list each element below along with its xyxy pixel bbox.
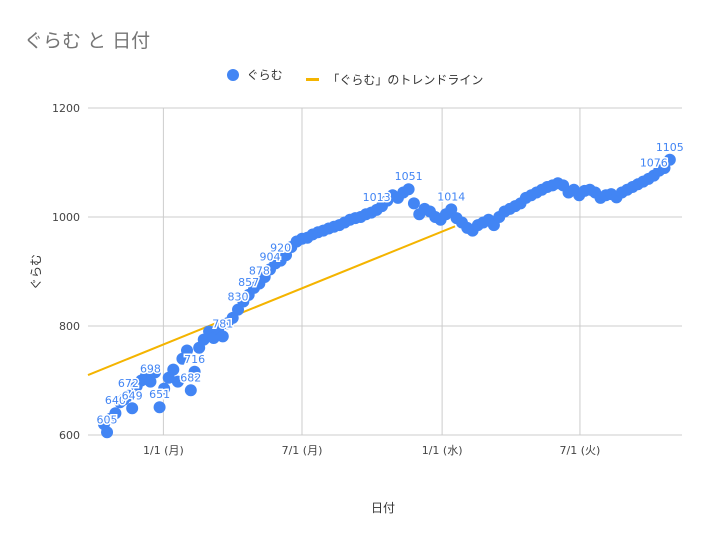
x-tick-labels: 1/1 (月) 7/1 (月) 1/1 (水) 7/1 (火) [143,444,600,457]
data-label: 1105 [656,141,684,154]
x-tick-label: 7/1 (月) [282,444,323,457]
trendline [87,225,456,376]
data-point[interactable] [122,389,135,402]
x-tick-label: 7/1 (火) [560,444,601,457]
data-point[interactable] [171,375,184,388]
data-label: 904 [260,250,281,263]
y-tick-labels: 600 800 1000 1200 [52,102,80,442]
x-tick-label: 1/1 (月) [143,444,184,457]
data-label: 878 [249,264,270,277]
data-label: 781 [212,317,233,330]
data-point[interactable] [126,402,139,415]
data-label: 1014 [437,190,465,203]
trendline-layer [87,225,456,376]
data-point[interactable] [402,183,415,196]
data-point[interactable] [101,426,114,439]
data-label: 857 [238,276,259,289]
data-point[interactable] [188,365,201,378]
data-label: 1076 [640,157,668,170]
legend-label-series: ぐらむ [246,68,283,82]
data-label: 698 [140,363,161,376]
data-point[interactable] [149,366,162,379]
data-point[interactable] [184,384,197,397]
data-label: 651 [149,388,170,401]
legend: ぐらむ 「ぐらむ」のトレンドライン [0,66,710,88]
data-label: 920 [270,242,291,255]
legend-dot-icon [226,68,239,81]
y-axis-label: ぐらむ [29,254,43,290]
data-label: 1051 [395,170,423,183]
data-label: 716 [184,353,205,366]
data-label: 682 [180,371,201,384]
data-point[interactable] [207,331,220,344]
data-point[interactable] [167,363,180,376]
chart-title: ぐらむ と 日付 [24,30,151,52]
data-point[interactable] [407,197,420,210]
y-tick-label: 800 [59,320,80,333]
x-axis-label: 日付 [371,501,395,515]
y-tick-label: 1000 [52,211,80,224]
y-tick-label: 600 [59,429,80,442]
data-point[interactable] [158,382,171,395]
data-point[interactable] [153,401,166,414]
x-tick-label: 1/1 (水) [422,444,463,457]
data-point[interactable] [109,407,122,420]
legend-item-trendline[interactable]: 「ぐらむ」のトレンドライン [306,71,483,88]
data-label: 1013 [363,191,391,204]
data-label: 640 [105,394,126,407]
data-point[interactable] [181,344,193,357]
data-point[interactable] [144,375,157,388]
data-point[interactable] [663,153,676,166]
points-layer [97,153,676,439]
gridlines [88,107,682,436]
legend-label-trendline: 「ぐらむ」のトレンドライン [327,72,484,87]
data-label: 605 [97,413,118,426]
data-point[interactable] [445,203,458,216]
data-label: 649 [122,389,143,402]
legend-line-icon [306,77,320,81]
legend-item-series[interactable]: ぐらむ [226,66,283,83]
data-label: 672 [118,377,139,390]
data-point[interactable] [216,330,229,343]
y-tick-label: 1200 [52,102,80,115]
data-label: 830 [228,291,249,304]
